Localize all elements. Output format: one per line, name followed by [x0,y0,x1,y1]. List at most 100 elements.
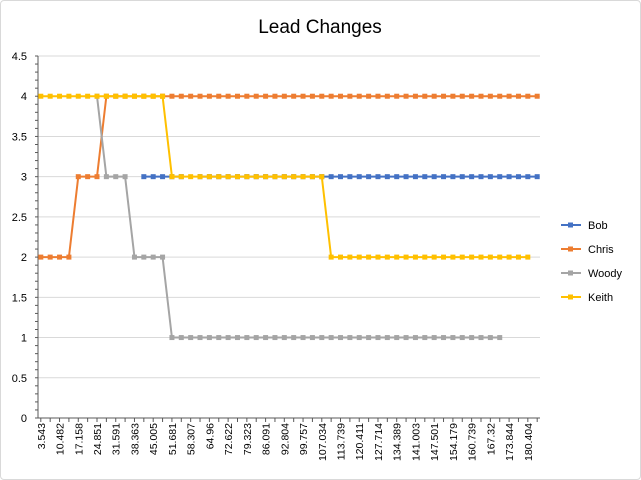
legend-marker-woody [568,270,573,276]
x-tick-label: 31.591 [111,423,123,455]
data-point-keith [375,254,381,260]
data-point-woody [281,335,287,341]
data-point-keith [478,254,484,260]
data-point-bob [141,174,147,180]
data-point-keith [291,174,297,180]
data-point-chris [225,93,231,99]
data-point-woody [450,335,456,341]
data-point-woody [356,335,362,341]
data-point-woody [113,174,119,180]
data-point-keith [253,174,259,180]
x-tick-label: 141.003 [410,423,422,461]
data-point-keith [272,174,278,180]
data-point-chris [291,93,297,99]
data-point-woody [394,335,400,341]
data-point-bob [347,174,353,180]
x-tick-label: 64.96 [204,423,216,449]
data-point-bob [441,174,447,180]
data-point-keith [338,254,344,260]
data-point-bob [384,174,390,180]
chart-title: Lead Changes [258,17,382,38]
x-tick-label: 92.804 [279,423,291,455]
data-point-bob [431,174,437,180]
data-point-bob [338,174,344,180]
data-point-chris [403,93,409,99]
data-point-bob [366,174,372,180]
data-point-chris [253,93,259,99]
data-point-chris [441,93,447,99]
y-tick-label: 2 [21,252,27,264]
x-tick-label: 99.757 [298,423,310,455]
data-point-chris [178,93,184,99]
data-point-woody [309,335,315,341]
data-point-bob [394,174,400,180]
data-point-chris [188,93,194,99]
data-point-chris [459,93,465,99]
data-point-woody [328,335,334,341]
data-point-woody [263,335,269,341]
data-point-keith [487,254,493,260]
data-point-keith [57,93,63,99]
data-point-chris [487,93,493,99]
data-point-bob [469,174,475,180]
x-tick-label: 10.482 [55,423,67,455]
data-point-chris [57,254,63,260]
data-point-chris [85,174,91,180]
legend-marker-bob [568,222,573,228]
data-point-chris [234,93,240,99]
x-tick-label: 127.714 [373,423,385,461]
data-point-chris [515,93,521,99]
x-tick-label: 3.543 [36,423,48,449]
data-point-chris [216,93,222,99]
data-point-keith [178,174,184,180]
data-point-chris [244,93,250,99]
data-point-bob [487,174,493,180]
data-point-chris [169,93,175,99]
data-point-bob [506,174,512,180]
data-point-chris [422,93,428,99]
data-point-bob [515,174,521,180]
data-point-keith [150,93,156,99]
data-point-chris [38,254,44,260]
legend-marker-chris [568,246,573,252]
data-point-woody [487,335,493,341]
x-tick-label: 38.363 [129,423,141,455]
data-point-chris [450,93,456,99]
x-tick-label: 24.851 [92,423,104,455]
data-point-chris [525,93,531,99]
data-point-woody [347,335,353,341]
data-point-keith [441,254,447,260]
x-tick-label: 17.158 [73,423,85,455]
data-point-woody [412,335,418,341]
data-point-woody [497,335,503,341]
data-point-keith [47,93,53,99]
data-point-chris [506,93,512,99]
data-point-keith [422,254,428,260]
data-point-woody [422,335,428,341]
data-point-bob [375,174,381,180]
data-point-bob [525,174,531,180]
data-point-chris [497,93,503,99]
data-point-keith [188,174,194,180]
data-point-chris [272,93,278,99]
data-point-bob [534,174,540,180]
data-point-keith [206,174,212,180]
data-point-woody [216,335,222,341]
data-point-chris [338,93,344,99]
data-point-chris [197,93,203,99]
y-tick-label: 0 [21,413,27,425]
data-point-woody [319,335,325,341]
x-tick-label: 79.323 [242,423,254,455]
data-point-chris [66,254,72,260]
data-point-woody [131,254,137,260]
data-point-woody [160,254,166,260]
data-point-chris [328,93,334,99]
y-tick-label: 4 [21,91,27,103]
data-point-keith [244,174,250,180]
data-point-keith [197,174,203,180]
data-point-woody [122,174,128,180]
data-point-keith [300,174,306,180]
y-tick-label: 4.5 [12,51,27,63]
y-tick-label: 0.5 [12,373,27,385]
